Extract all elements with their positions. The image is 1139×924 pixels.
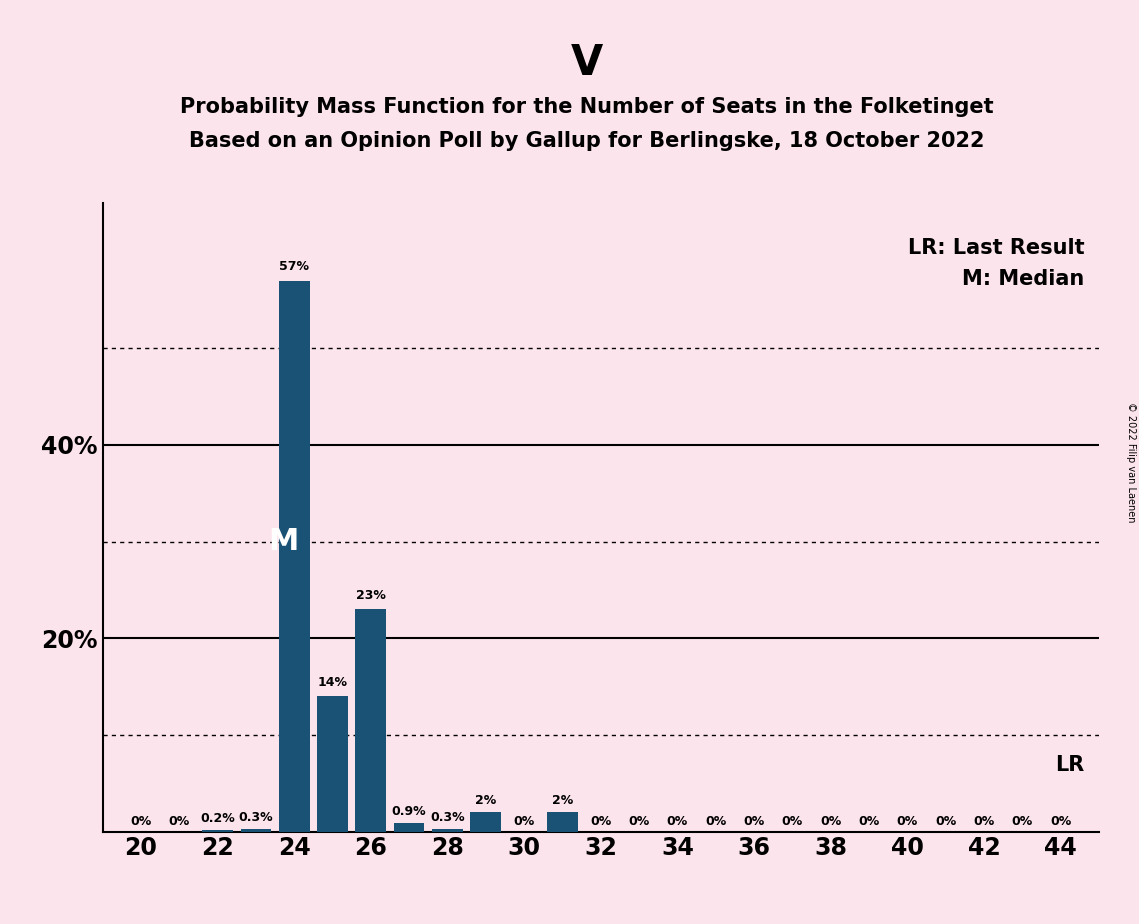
Text: 0%: 0% [896, 815, 918, 828]
Text: LR: Last Result: LR: Last Result [908, 237, 1084, 258]
Bar [317, 697, 347, 832]
Text: Probability Mass Function for the Number of Seats in the Folketinget: Probability Mass Function for the Number… [180, 97, 993, 117]
Text: 0%: 0% [1050, 815, 1072, 828]
Text: Based on an Opinion Poll by Gallup for Berlingske, 18 October 2022: Based on an Opinion Poll by Gallup for B… [189, 131, 984, 152]
Text: LR: LR [1055, 755, 1084, 775]
Text: 0%: 0% [859, 815, 879, 828]
Text: 2%: 2% [475, 795, 497, 808]
Text: M: M [269, 527, 298, 556]
Text: © 2022 Filip van Laenen: © 2022 Filip van Laenen [1126, 402, 1136, 522]
Text: 0%: 0% [820, 815, 842, 828]
Bar [279, 281, 310, 832]
Bar [240, 829, 271, 832]
Text: 57%: 57% [279, 260, 309, 273]
Text: 2%: 2% [552, 795, 573, 808]
Text: 0%: 0% [629, 815, 649, 828]
Bar [432, 829, 462, 832]
Text: 0%: 0% [744, 815, 764, 828]
Text: 0%: 0% [974, 815, 994, 828]
Text: 0.3%: 0.3% [431, 811, 465, 824]
Text: 0.3%: 0.3% [238, 811, 273, 824]
Text: 0%: 0% [590, 815, 612, 828]
Text: M: Median: M: Median [962, 269, 1084, 289]
Bar [470, 812, 501, 832]
Text: 0.9%: 0.9% [392, 805, 426, 818]
Text: V: V [571, 42, 603, 83]
Text: 0%: 0% [1011, 815, 1033, 828]
Text: 0%: 0% [169, 815, 190, 828]
Text: 0%: 0% [935, 815, 957, 828]
Bar [547, 812, 577, 832]
Text: 14%: 14% [318, 675, 347, 688]
Bar [355, 609, 386, 832]
Text: 0%: 0% [781, 815, 803, 828]
Bar [394, 823, 425, 832]
Text: 0%: 0% [666, 815, 688, 828]
Text: 0%: 0% [705, 815, 727, 828]
Bar [203, 830, 232, 832]
Text: 23%: 23% [355, 589, 386, 602]
Text: 0.2%: 0.2% [200, 812, 235, 825]
Text: 0%: 0% [130, 815, 151, 828]
Text: 0%: 0% [514, 815, 535, 828]
